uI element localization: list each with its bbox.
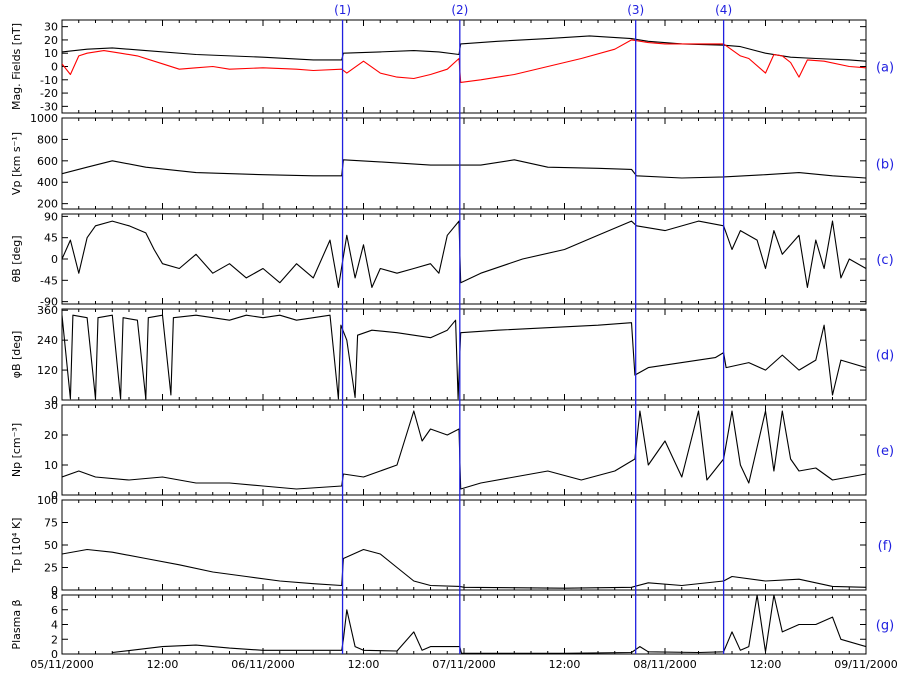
- panel-c: -90 -45 0 45 90 θB [deg] (c): [10, 210, 894, 308]
- y-tick-label: 0: [51, 648, 58, 661]
- panel-f: 0 25 50 75 100 Tp [10⁴ K] (f): [10, 494, 892, 597]
- y-tick-label: 25: [44, 562, 58, 575]
- panel-frame: [61, 308, 867, 401]
- series-line-black: [62, 220, 866, 288]
- y-tick-label: -45: [40, 274, 58, 287]
- panel-frame: [61, 499, 867, 591]
- x-tick-label: 12:00: [750, 658, 782, 671]
- y-axis-label: Plasma β: [10, 599, 23, 649]
- y-tick-label: 6: [51, 604, 58, 617]
- y-tick-label: 100: [37, 494, 58, 507]
- y-tick-label: 400: [37, 176, 58, 189]
- y-tick-label: 20: [44, 429, 58, 442]
- panel-frame: [61, 19, 867, 114]
- panel-frame: [61, 117, 867, 210]
- y-tick-label: 1000: [30, 112, 58, 125]
- y-tick-label: 50: [44, 539, 58, 552]
- panel-b: 200 400 600 800 1000 Vp [km s⁻¹] (b): [10, 112, 894, 211]
- x-tick-label: 06/11/2000: [231, 658, 294, 671]
- y-tick-label: 10: [44, 47, 58, 60]
- y-tick-label: 0: [51, 584, 58, 597]
- y-tick-label: 8: [51, 589, 58, 602]
- y-axis-label: Tp [10⁴ K]: [10, 518, 23, 574]
- series-line-black: [62, 35, 866, 62]
- y-tick-label: 4: [51, 619, 58, 632]
- x-tick-label: 12:00: [549, 658, 581, 671]
- y-tick-label: 45: [44, 232, 58, 245]
- event-label: (3): [627, 3, 644, 17]
- y-tick-label: 0: [51, 394, 58, 407]
- y-tick-label: 2: [51, 633, 58, 646]
- y-tick-label: 0: [51, 61, 58, 74]
- panel-letter: (b): [876, 158, 894, 173]
- series-line-black: [62, 410, 866, 490]
- series-line-black: [62, 548, 866, 589]
- y-tick-label: 20: [44, 34, 58, 47]
- y-tick-label: 30: [44, 399, 58, 412]
- event-label: (2): [451, 3, 468, 17]
- x-tick-label: 09/11/2000: [834, 658, 897, 671]
- y-axis-label: θB [deg]: [10, 235, 23, 282]
- panel-letter: (a): [876, 61, 894, 76]
- y-tick-label: 240: [37, 334, 58, 347]
- y-tick-label: -30: [40, 100, 58, 113]
- x-tick-label: 05/11/2000: [30, 658, 93, 671]
- y-tick-label: 800: [37, 133, 58, 146]
- series-line-black: [112, 595, 866, 654]
- y-axis-label: φB [deg]: [10, 331, 23, 379]
- event-label: (4): [715, 3, 732, 17]
- y-tick-label: 0: [51, 253, 58, 266]
- series-line-black: [62, 159, 866, 179]
- y-tick-label: 10: [44, 459, 58, 472]
- y-tick-label: -10: [40, 74, 58, 87]
- x-tick-label: 07/11/2000: [432, 658, 495, 671]
- x-tick-label: 12:00: [348, 658, 380, 671]
- panel-d: 0 120 240 360 φB [deg] (d): [10, 304, 894, 407]
- panel-letter: (f): [878, 539, 893, 554]
- y-tick-label: 90: [44, 210, 58, 223]
- y-tick-label: 600: [37, 155, 58, 168]
- y-tick-label: -90: [40, 296, 58, 309]
- panel-e: 0 10 20 30 Np [cm⁻³] (e): [10, 399, 894, 502]
- y-tick-label: 360: [37, 304, 58, 317]
- panel-letter: (e): [876, 444, 894, 459]
- y-tick-label: 200: [37, 198, 58, 211]
- panel-letter: (d): [876, 349, 894, 364]
- panel-frame: [61, 404, 867, 496]
- y-tick-label: 0: [51, 489, 58, 502]
- y-axis-label: Vp [km s⁻¹]: [10, 132, 23, 195]
- panel-letter: (g): [876, 619, 894, 634]
- x-tick-label: 12:00: [147, 658, 179, 671]
- y-tick-label: 30: [44, 21, 58, 34]
- y-axis-label: Mag. Fields [nT]: [10, 23, 23, 110]
- x-tick-label: 08/11/2000: [633, 658, 696, 671]
- y-tick-label: -20: [40, 87, 58, 100]
- panel-frame: [61, 213, 867, 305]
- series-line-black: [62, 314, 866, 400]
- panel-g: 0 24 6 8 Plasma β (g): [10, 589, 894, 661]
- panel-letter: (c): [876, 253, 893, 268]
- series-line-red: [62, 39, 866, 83]
- y-axis-label: Np [cm⁻³]: [10, 423, 23, 477]
- event-label: (1): [334, 3, 351, 17]
- y-tick-label: 120: [37, 364, 58, 377]
- y-tick-label: 75: [44, 517, 58, 530]
